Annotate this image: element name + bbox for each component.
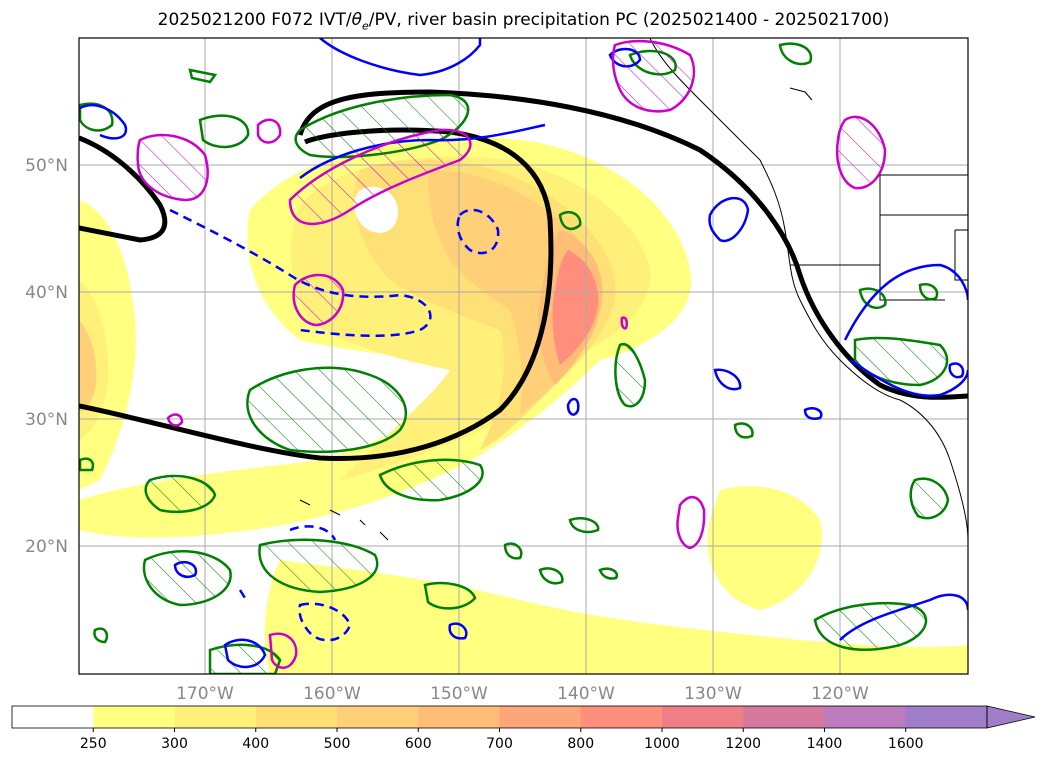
lat-label-20n: 20°N <box>25 537 68 557</box>
colorbar-extend-arrow <box>986 705 1036 729</box>
map-title: 2025021200 F072 IVT/θe/PV, river basin p… <box>0 10 1047 32</box>
lon-label-130w: 130°W <box>684 684 742 704</box>
colorbar-segment <box>174 706 257 728</box>
colorbar-tick-label: 500 <box>324 736 351 752</box>
title-prefix: 2025021200 F072 IVT/ <box>157 10 352 30</box>
colorbar-segments <box>12 706 988 728</box>
colorbar-tick-label: 400 <box>242 736 269 752</box>
colorbar-segment <box>255 706 338 728</box>
anomaly-contours <box>136 39 887 669</box>
lat-label-30n: 30°N <box>25 410 68 430</box>
colorbar-segment <box>905 706 988 728</box>
lon-label-150w: 150°W <box>430 684 488 704</box>
lon-label-170w: 170°W <box>176 684 234 704</box>
colorbar-tick-label: 1400 <box>807 736 843 752</box>
colorbar-segment <box>499 706 582 728</box>
colorbar-segment <box>824 706 907 728</box>
colorbar-tick-label: 250 <box>80 736 107 752</box>
latitude-labels: 50°N 40°N 30°N 20°N <box>25 156 68 557</box>
colorbar-tick-label: 300 <box>161 736 188 752</box>
colorbar-segment <box>580 706 663 728</box>
lon-label-160w: 160°W <box>303 684 361 704</box>
colorbar-segment <box>337 706 419 728</box>
longitude-labels: 170°W 160°W 150°W 140°W 130°W 120°W <box>176 684 869 704</box>
colorbar-tick-label: 800 <box>567 736 594 752</box>
colorbar-tick-label: 700 <box>486 736 513 752</box>
coastline <box>299 38 968 541</box>
map-content <box>79 38 968 674</box>
lat-label-50n: 50°N <box>25 156 68 176</box>
colorbar: 250 300 400 500 600 700 800 1000 1200 1400 1600 <box>11 705 1036 752</box>
colorbar-segment <box>743 706 825 728</box>
colorbar-segment <box>418 706 500 728</box>
colorbar-tick-label: 1200 <box>725 736 761 752</box>
colorbar-segment <box>662 706 744 728</box>
colorbar-segment <box>12 706 94 728</box>
colorbar-tick-label: 1000 <box>644 736 680 752</box>
lat-label-40n: 40°N <box>25 283 68 303</box>
map-frame <box>78 37 969 675</box>
colorbar-ticks: 250 300 400 500 600 700 800 1000 1200 1400 1600 <box>80 728 924 752</box>
colorbar-segment <box>93 706 175 728</box>
colorbar-tick-label: 600 <box>405 736 432 752</box>
title-theta-subscript: e <box>362 19 369 33</box>
pv-negative-contours <box>169 208 500 642</box>
lon-label-140w: 140°W <box>557 684 615 704</box>
title-theta: θ <box>351 10 362 30</box>
colorbar-tick-label: 1600 <box>888 736 924 752</box>
title-suffix: /PV, river basin precipitation PC (20250… <box>368 10 890 30</box>
lon-label-120w: 120°W <box>811 684 869 704</box>
